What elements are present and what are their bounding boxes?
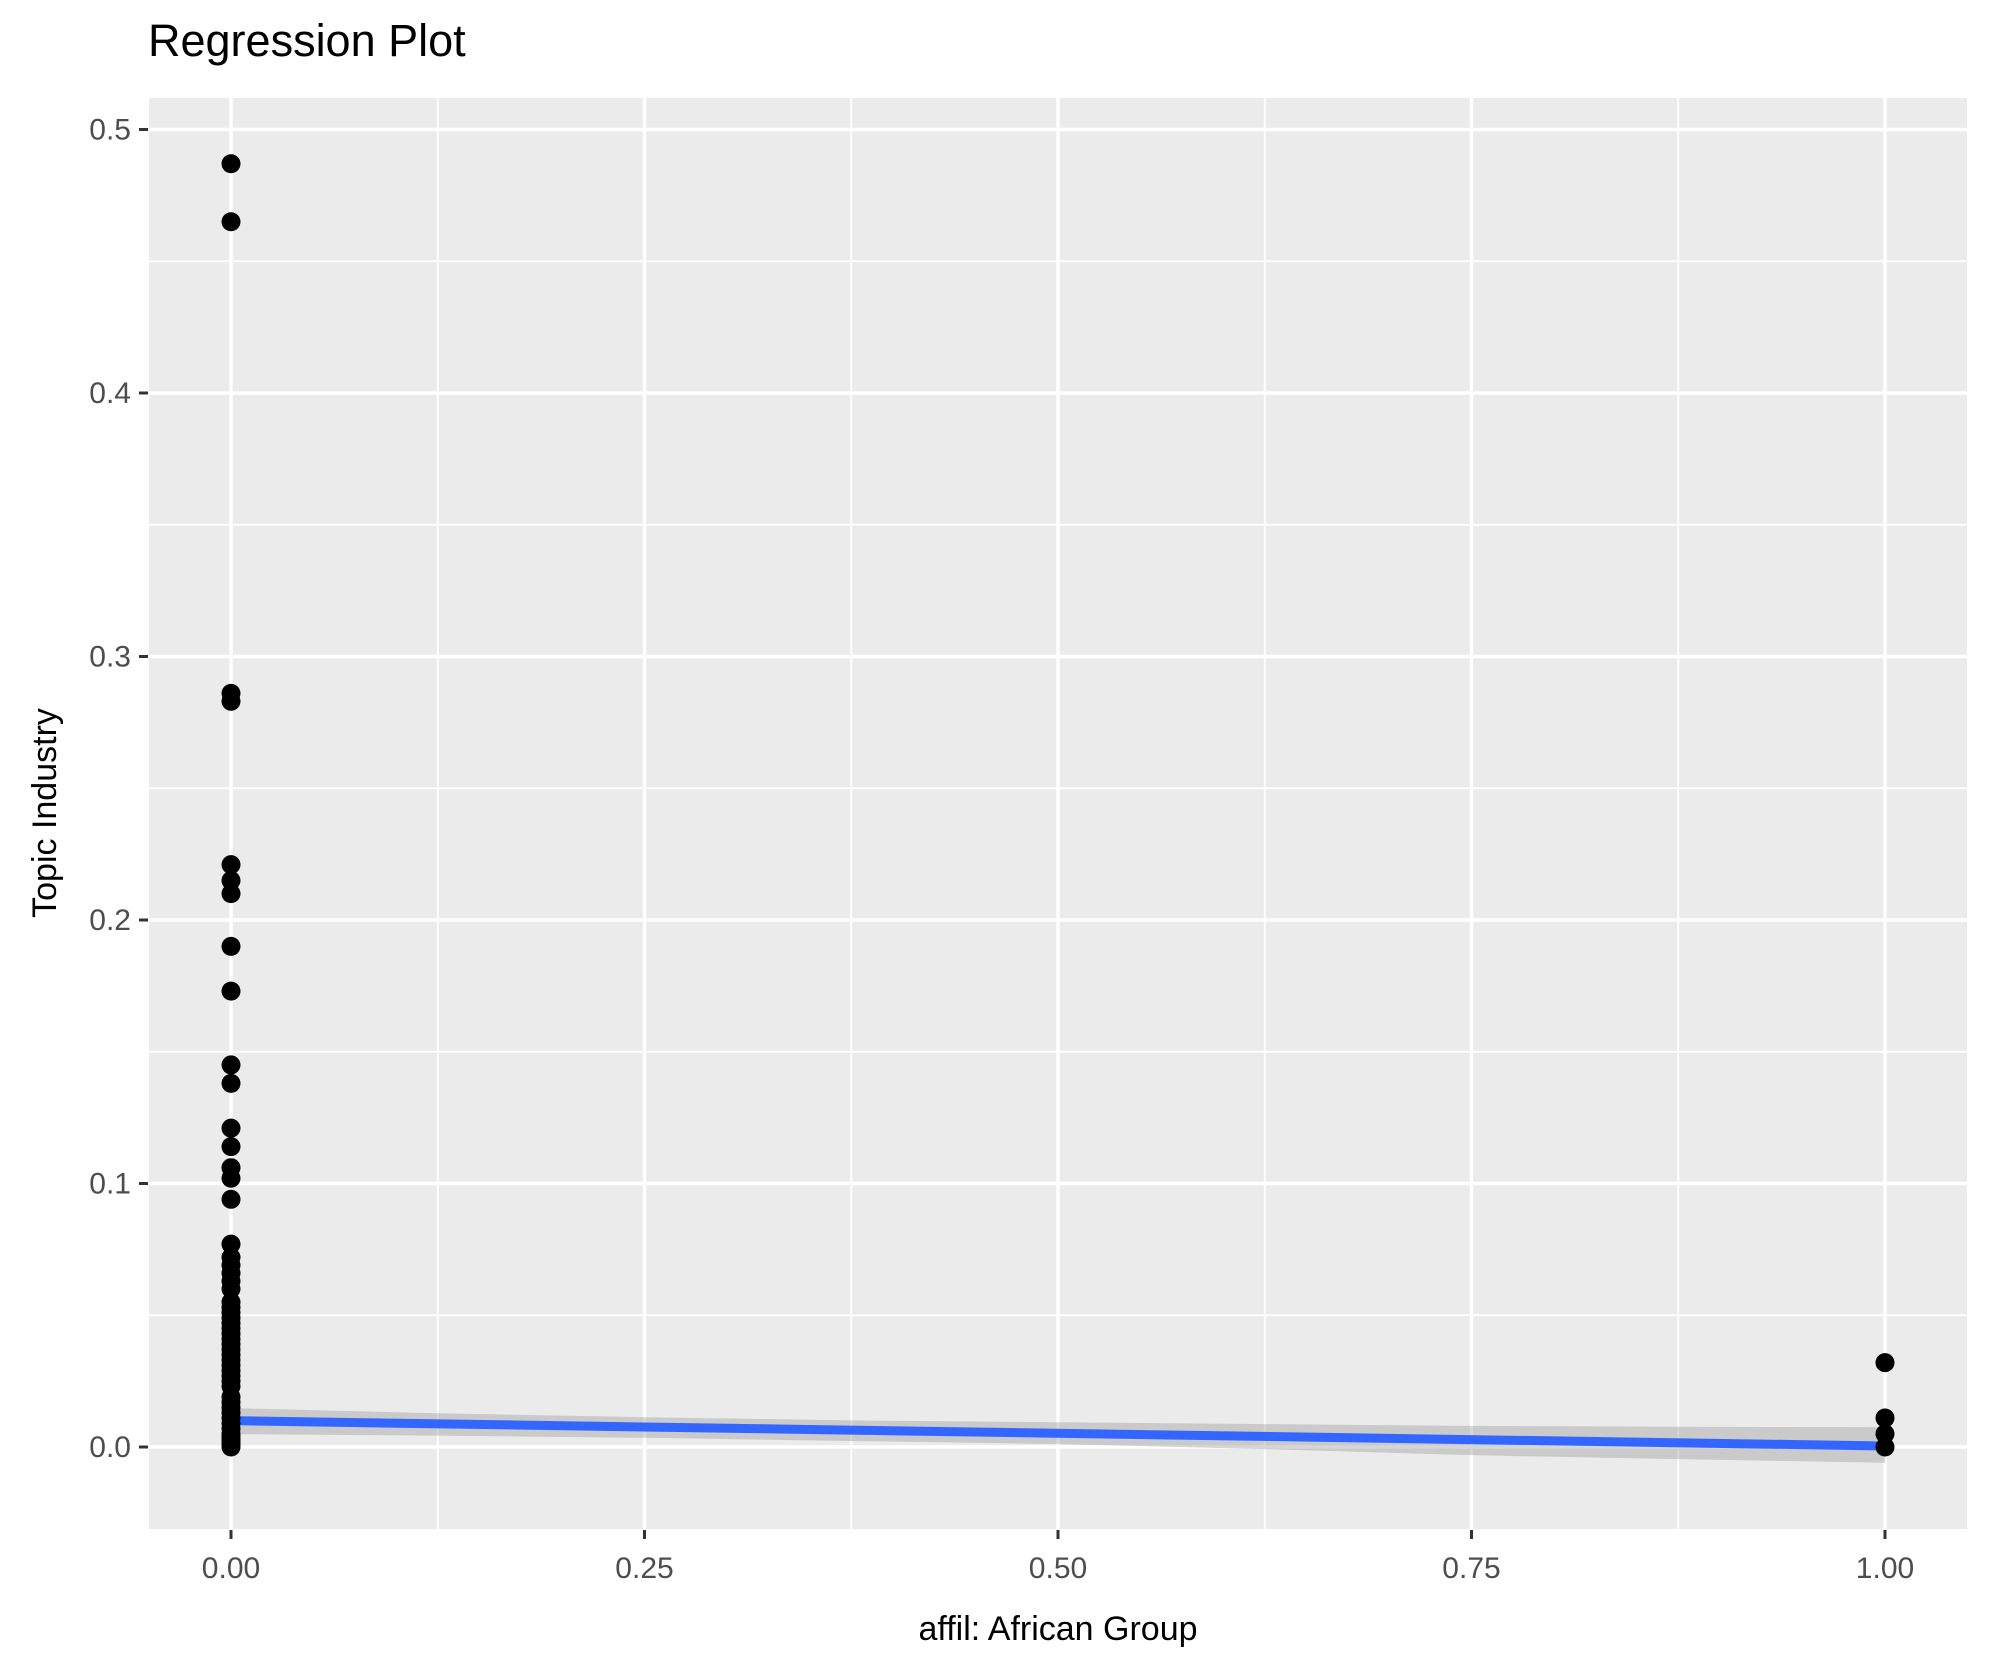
data-point: [1875, 1437, 1895, 1457]
y-tick-label: 0.4: [89, 377, 131, 410]
x-tick-label: 0.25: [615, 1552, 673, 1585]
chart-layer: 0.0 0.1 0.2 0.3 0.4 0.5 0.00 0.25 0.50 0.75 1.00: [89, 98, 1967, 1585]
data-point: [221, 1137, 241, 1157]
x-axis-label: affil: African Group: [918, 1610, 1197, 1648]
data-point: [221, 1437, 241, 1457]
data-point: [221, 936, 241, 956]
data-point: [221, 1168, 241, 1188]
data-point: [1875, 1424, 1895, 1444]
data-point: [221, 1118, 241, 1138]
y-axis-label: Topic Industry: [26, 708, 64, 918]
x-tick-label: 0.00: [202, 1552, 260, 1585]
data-point: [221, 870, 241, 890]
x-tick-label: 0.75: [1442, 1552, 1500, 1585]
y-tick-label: 0.1: [89, 1168, 131, 1201]
data-point: [221, 1073, 241, 1093]
data-point: [221, 154, 241, 174]
x-tick-label: 0.50: [1029, 1552, 1087, 1585]
data-point: [221, 212, 241, 232]
data-point: [221, 884, 241, 904]
x-tick-label: 1.00: [1856, 1552, 1914, 1585]
data-point: [221, 1279, 241, 1299]
y-tick-label: 0.3: [89, 641, 131, 674]
data-point: [1875, 1408, 1895, 1428]
data-point: [221, 691, 241, 711]
regression-line: [230, 1416, 1886, 1451]
data-point: [1875, 1353, 1895, 1373]
data-point: [221, 1055, 241, 1075]
chart-title: Regression Plot: [148, 15, 466, 66]
y-tick-label: 0.0: [89, 1431, 131, 1464]
data-point: [221, 981, 241, 1001]
data-point: [221, 855, 241, 875]
data-point: [221, 1189, 241, 1209]
data-point: [221, 1234, 241, 1254]
y-tick-label: 0.2: [89, 904, 131, 937]
y-tick-label: 0.5: [89, 114, 131, 147]
